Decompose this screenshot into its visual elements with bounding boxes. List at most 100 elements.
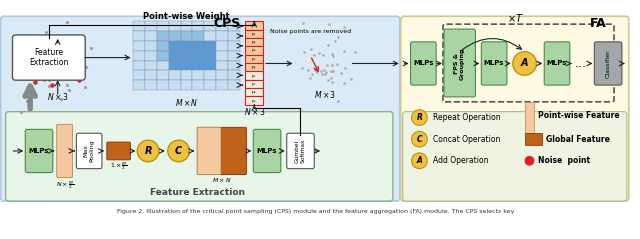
Text: C: C — [417, 135, 422, 144]
Bar — [245, 96, 263, 105]
Text: $N \times 3$: $N \times 3$ — [47, 91, 68, 102]
Bar — [193, 60, 204, 70]
Point — [74, 78, 84, 82]
Point — [15, 65, 25, 69]
Point — [56, 43, 67, 47]
Bar — [204, 31, 216, 41]
Point — [47, 70, 58, 73]
FancyBboxPatch shape — [1, 16, 400, 201]
Bar — [216, 41, 228, 51]
Bar — [180, 31, 193, 41]
Point — [330, 39, 340, 43]
Point — [29, 69, 39, 73]
Point — [54, 64, 65, 68]
Text: Add Operation: Add Operation — [433, 156, 489, 165]
Point — [63, 57, 73, 60]
Bar — [193, 41, 204, 51]
Text: p₅: p₅ — [252, 65, 257, 69]
Point — [45, 49, 55, 53]
Point — [324, 22, 335, 26]
Bar — [133, 70, 145, 80]
Bar — [133, 51, 145, 60]
Bar — [157, 21, 169, 31]
Text: p₄: p₄ — [252, 57, 257, 61]
FancyBboxPatch shape — [544, 42, 570, 85]
Bar — [245, 71, 263, 80]
FancyBboxPatch shape — [76, 133, 102, 169]
Point — [38, 73, 48, 77]
Point — [56, 59, 67, 63]
Point — [307, 72, 317, 76]
Point — [305, 48, 316, 51]
Point — [40, 57, 51, 61]
Point — [299, 50, 309, 54]
Point — [339, 81, 349, 85]
Point — [328, 54, 339, 58]
Text: $\times T$: $\times T$ — [508, 12, 524, 24]
Point — [325, 76, 335, 80]
Bar — [157, 70, 169, 80]
Bar — [180, 51, 193, 60]
Bar — [157, 80, 169, 90]
Bar — [145, 80, 157, 90]
Bar — [169, 41, 180, 51]
Text: p₇: p₇ — [252, 82, 257, 86]
Text: FPS &
Grouping: FPS & Grouping — [454, 47, 465, 80]
Point — [57, 58, 67, 61]
Point — [51, 37, 61, 41]
Bar — [216, 51, 228, 60]
Point — [339, 25, 349, 29]
Point — [81, 65, 91, 69]
Bar — [245, 30, 263, 38]
Point — [336, 71, 346, 75]
Point — [327, 63, 337, 67]
Bar — [245, 55, 263, 63]
Text: Repeat Operation: Repeat Operation — [433, 113, 500, 122]
Text: $N \times \frac{M}{2}$: $N \times \frac{M}{2}$ — [56, 179, 74, 191]
Point — [328, 69, 338, 73]
Bar — [193, 21, 204, 31]
Bar — [228, 21, 239, 31]
Point — [317, 72, 327, 76]
Point — [70, 67, 80, 71]
Text: $1 \times \frac{M}{2}$: $1 \times \frac{M}{2}$ — [110, 160, 127, 172]
Bar — [228, 51, 239, 60]
Point — [12, 36, 22, 40]
Bar — [169, 51, 180, 60]
Text: p₉: p₉ — [252, 98, 257, 103]
Text: p₃: p₃ — [252, 49, 257, 52]
Circle shape — [412, 153, 428, 169]
Point — [40, 36, 51, 40]
Bar — [228, 60, 239, 70]
Text: A: A — [521, 59, 529, 69]
Bar — [180, 60, 193, 70]
Point — [56, 98, 67, 101]
Bar — [228, 70, 239, 80]
Text: $M \times N$: $M \times N$ — [175, 97, 198, 108]
Point — [326, 69, 337, 73]
Point — [340, 66, 351, 70]
Text: Global Feature: Global Feature — [546, 135, 610, 144]
Bar — [245, 88, 263, 96]
Point — [310, 68, 321, 72]
Bar — [193, 70, 204, 80]
Text: R: R — [417, 113, 422, 122]
Text: p₂: p₂ — [252, 40, 257, 44]
FancyBboxPatch shape — [197, 127, 246, 174]
Bar — [245, 46, 263, 55]
Bar — [145, 60, 157, 70]
Point — [26, 89, 36, 93]
Point — [29, 62, 40, 66]
Point — [45, 57, 56, 61]
Bar — [245, 38, 263, 46]
Point — [27, 47, 37, 51]
Text: Max
Pooling: Max Pooling — [84, 140, 95, 162]
Point — [56, 69, 66, 73]
Point — [44, 54, 54, 58]
Point — [339, 49, 349, 53]
Point — [43, 71, 53, 74]
Point — [38, 62, 48, 66]
Point — [68, 58, 78, 62]
FancyBboxPatch shape — [401, 16, 628, 201]
Bar — [169, 31, 180, 41]
